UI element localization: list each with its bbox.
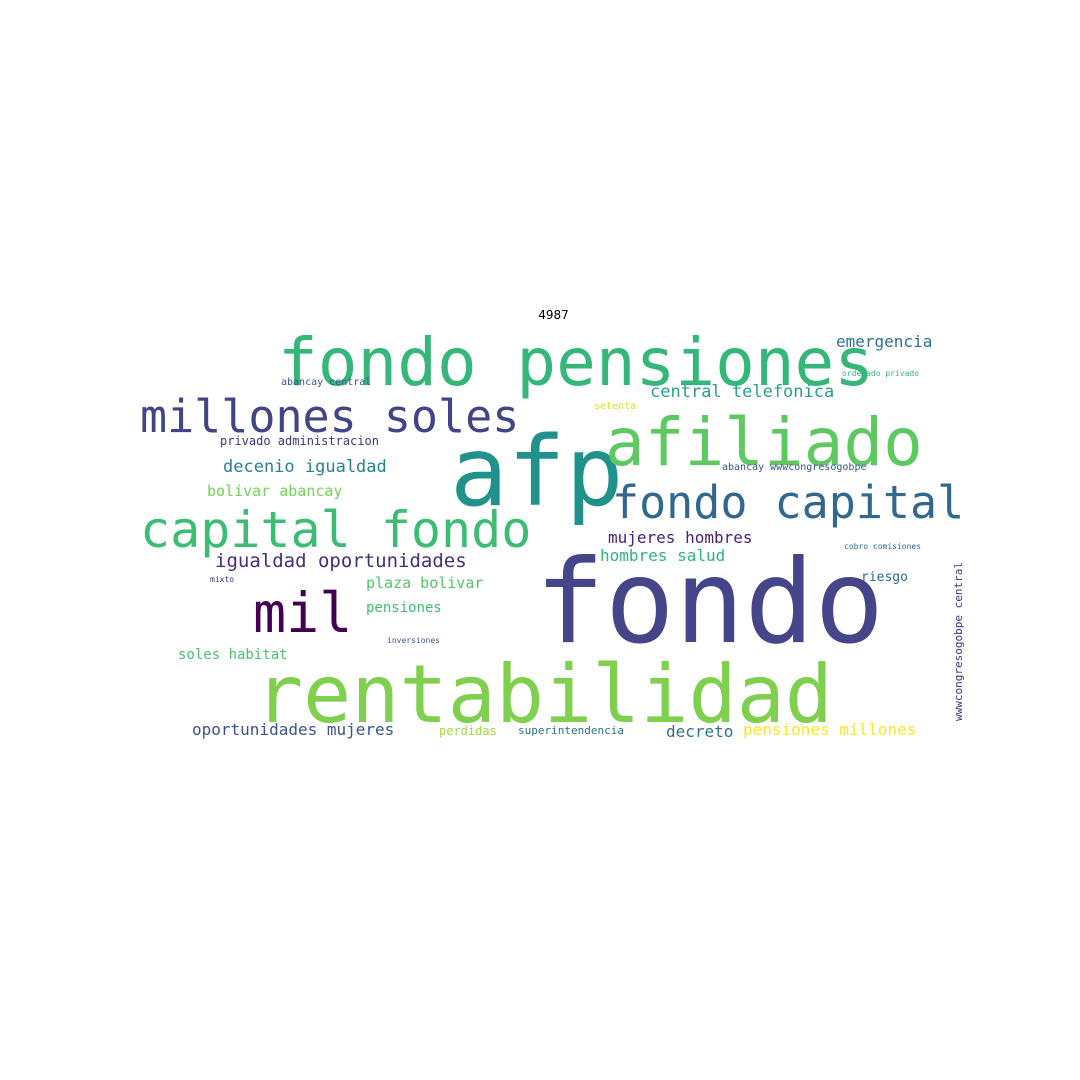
word-mujeres-hombres: mujeres hombres [608,528,753,547]
word-plaza-bolivar: plaza bolivar [366,574,483,592]
word-oportunidades-mujeres: oportunidades mujeres [192,720,394,739]
word-bolivar-abancay: bolivar abancay [207,482,342,500]
word-afiliado: afiliado [605,404,923,481]
word-emergencia: emergencia [836,332,932,351]
word-perdidas: perdidas [439,724,497,738]
word-ordenado-privado: ordenado privado [842,369,919,378]
word-rentabilidad: rentabilidad [255,648,833,741]
word-soles-habitat: soles habitat [178,647,288,663]
word-hombres-salud: hombres salud [600,546,725,565]
word-setenta: setenta [594,401,636,412]
word-central-telefonica: central telefonica [650,382,834,402]
word-pensiones-millones: pensiones millones [743,720,916,739]
word-capital-fondo: capital fondo [140,501,531,559]
word-mil: mil [253,581,352,645]
word-decenio-igualdad: decenio igualdad [223,457,387,477]
word-pensiones: pensiones [366,600,442,616]
word-fondo-capital: fondo capital [612,476,964,529]
word-fondo-pensiones: fondo pensiones [278,324,874,401]
word-privado-administracion: privado administracion [220,434,379,448]
word-afp: afp [450,416,623,528]
word-superintendencia: superintendencia [518,724,624,737]
word-mixto: mixto [210,575,234,584]
word-abancay-wwwcongresogobpe: abancay wwwcongresogobpe [722,462,867,473]
word-fondo: fondo [535,535,884,670]
word-abancay-central: abancay central [281,377,371,388]
chart-title: 4987 [538,308,569,322]
word-igualdad-oportunidades: igualdad oportunidades [215,550,467,572]
word-wwwcongresogobpe-central: wwwcongresogobpe central [952,562,965,721]
word-riesgo: riesgo [861,570,908,585]
word-cobro-comisiones: cobro comisiones [844,542,921,551]
word-inversiones: inversiones [387,636,440,645]
word-decreto: decreto [666,722,733,741]
word-millones-soles: millones soles [140,390,519,443]
